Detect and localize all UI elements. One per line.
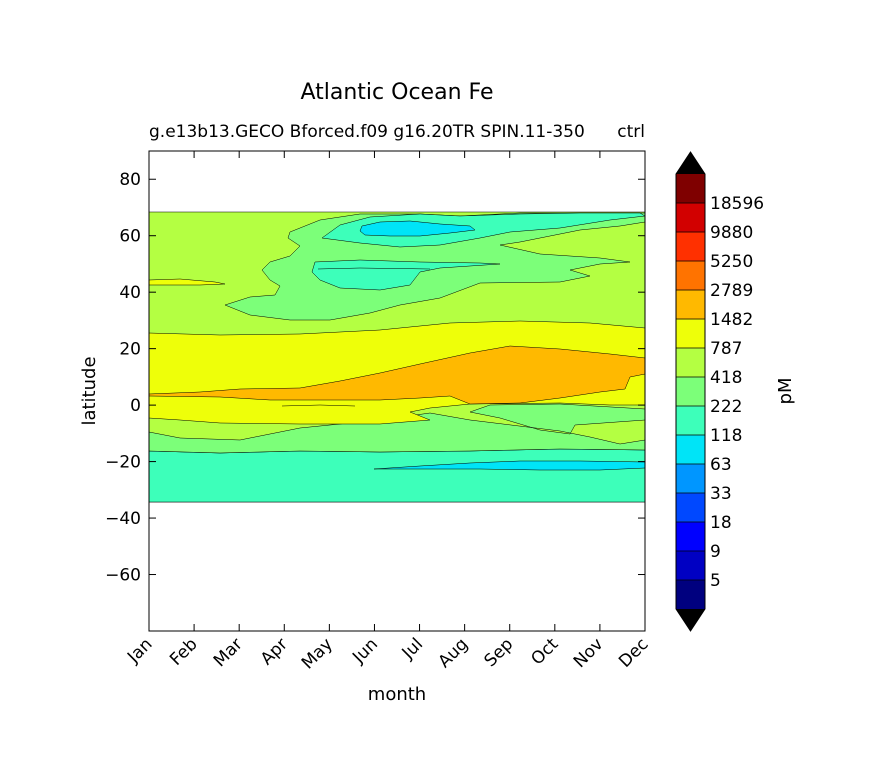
y-tick-label: 60 xyxy=(119,227,141,247)
contour-band-north-teal-2 xyxy=(311,259,501,291)
colorbar-segment xyxy=(676,406,705,436)
colorbar-segment xyxy=(676,319,705,349)
x-tick-label-may: May xyxy=(298,634,337,673)
contour-band-south-cyan xyxy=(373,460,645,471)
colorbar-segment xyxy=(676,493,705,523)
colorbar-tick-label: 33 xyxy=(710,484,732,504)
y-tick-label: 80 xyxy=(119,170,141,190)
x-tick-label-apr: Apr xyxy=(257,634,292,669)
y-tick-label: −60 xyxy=(105,566,141,586)
colorbar-extend-max xyxy=(676,152,705,174)
colorbar-segment xyxy=(676,232,705,262)
contour-band-north-yellow-tongue xyxy=(149,278,226,286)
colorbar-segment xyxy=(676,551,705,581)
y-tick-label: −20 xyxy=(105,453,141,473)
colorbar-tick-label: 9 xyxy=(710,542,721,562)
colorbar: 5 9 18 33 63 118 222 418 787 1482 2789 5250 9880 1859… xyxy=(675,151,764,632)
contour-fill-layer xyxy=(149,211,645,503)
chart-subtitle-left: g.e13b13.GECO Bforced.f09 g16.20TR SPIN.… xyxy=(149,122,585,142)
y-tick-label: 40 xyxy=(119,283,141,303)
contour-line-equator-dash xyxy=(281,404,356,407)
x-tick-label-jan: Jan xyxy=(123,634,156,667)
colorbar-tick-label: 63 xyxy=(710,455,732,475)
contour-band-north-cyan xyxy=(359,220,476,237)
colorbar-segment xyxy=(676,203,705,233)
y-tick-label: −40 xyxy=(105,509,141,529)
x-tick-label-oct: Oct xyxy=(527,634,562,669)
colorbar-segment xyxy=(676,377,705,407)
y-tick-label: 0 xyxy=(130,396,141,416)
x-tick-label-nov: Nov xyxy=(570,634,608,672)
colorbar-tick-label: 5 xyxy=(710,571,721,591)
colorbar-tick-label: 418 xyxy=(710,368,742,388)
y-axis-label: latitude xyxy=(79,356,100,425)
y-tick-label: 20 xyxy=(119,340,141,360)
plot-frame xyxy=(148,150,646,632)
colorbar-outline xyxy=(675,151,706,632)
colorbar-tick-label: 18596 xyxy=(710,194,764,214)
colorbar-segment xyxy=(676,174,705,204)
colorbar-tick-label: 2789 xyxy=(710,281,753,301)
contour-line-north-streak xyxy=(317,267,431,270)
contour-band-south-teal xyxy=(149,448,645,503)
x-tick-label-jul: Jul xyxy=(398,634,427,663)
colorbar-segment xyxy=(676,290,705,320)
colorbar-tick-label: 222 xyxy=(710,397,742,417)
x-tick-label-jun: Jun xyxy=(348,634,382,668)
colorbar-segment xyxy=(676,348,705,378)
colorbar-tick-label: 787 xyxy=(710,339,742,359)
colorbar-extend-min xyxy=(676,609,705,631)
colorbar-tick-label: 118 xyxy=(710,426,742,446)
x-tick-label-aug: Aug xyxy=(435,634,473,672)
x-tick-label-mar: Mar xyxy=(210,634,247,671)
colorbar-segment xyxy=(676,464,705,494)
colorbar-label: pM xyxy=(775,378,796,405)
x-tick-label-sep: Sep xyxy=(480,634,517,671)
x-tick-label-dec: Dec xyxy=(615,634,652,671)
x-axis-label: month xyxy=(368,684,426,705)
colorbar-segment xyxy=(676,261,705,291)
colorbar-tick-label: 18 xyxy=(710,513,732,533)
x-tick-label-feb: Feb xyxy=(166,634,201,669)
colorbar-tick-label: 9880 xyxy=(710,223,753,243)
colorbar-tick-label: 1482 xyxy=(710,310,753,330)
chart-title: Atlantic Ocean Fe xyxy=(300,80,493,105)
colorbar-segment xyxy=(676,580,705,610)
y-axis: 80 60 40 20 0 −20 −40 −60 xyxy=(105,170,645,586)
chart-subtitle-right: ctrl xyxy=(617,122,645,142)
contour-band-equator-orange xyxy=(149,345,645,405)
colorbar-segment xyxy=(676,435,705,465)
colorbar-tick-label: 5250 xyxy=(710,252,753,272)
colorbar-segment xyxy=(676,522,705,552)
